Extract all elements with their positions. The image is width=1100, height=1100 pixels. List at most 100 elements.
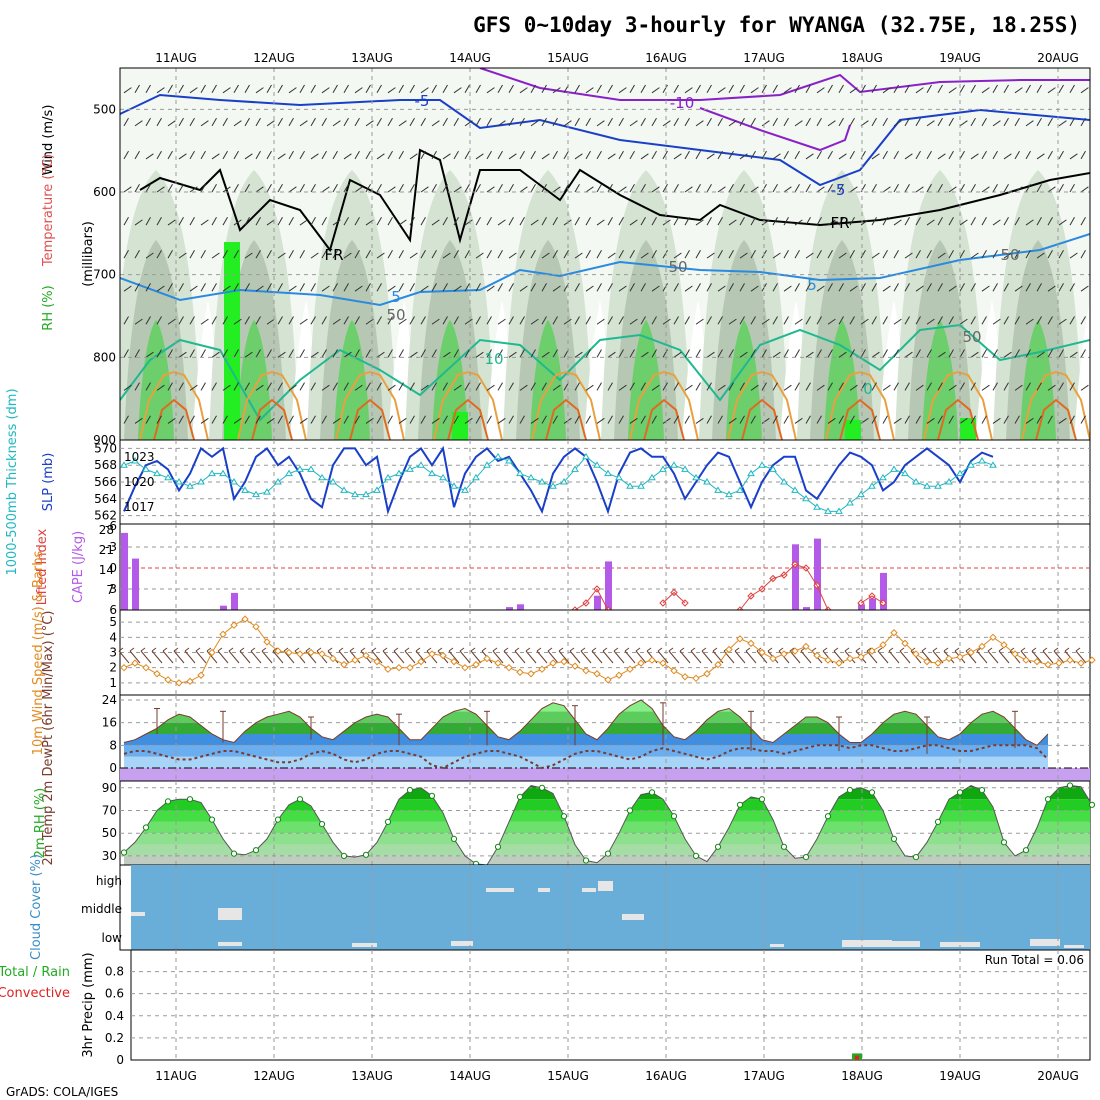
wind-barb bbox=[574, 252, 583, 259]
wind-barb bbox=[574, 117, 580, 127]
rh-point bbox=[648, 789, 656, 796]
wind-barb bbox=[893, 283, 899, 292]
wind-barb bbox=[948, 87, 957, 94]
wind-barb bbox=[354, 186, 363, 193]
wind-barb bbox=[409, 153, 418, 160]
wind-barb bbox=[321, 117, 327, 127]
wind-barb bbox=[959, 120, 968, 127]
thickness-point bbox=[637, 482, 645, 489]
axis-tick-label: 600 bbox=[93, 185, 116, 199]
wind-barb bbox=[332, 417, 341, 424]
wind-barb bbox=[717, 117, 723, 127]
thickness-point bbox=[285, 469, 293, 477]
wind-barb bbox=[145, 415, 151, 424]
wind-barb bbox=[805, 252, 814, 259]
wind-barb bbox=[805, 415, 811, 424]
axis-tick-label: 570 bbox=[94, 441, 117, 455]
cloud-panel: high middle low Cloud Cover (%) bbox=[29, 854, 1091, 960]
upper-air-legend: Wind (m/s)Temperature (°C) RH (%) bbox=[41, 105, 56, 331]
wind-barb bbox=[486, 316, 492, 325]
wind-barb bbox=[1014, 349, 1020, 358]
wind-barb bbox=[574, 84, 580, 94]
wind-barb bbox=[629, 150, 635, 160]
axis-tick-label: 70 bbox=[102, 804, 117, 818]
surface-wind-barb bbox=[393, 650, 405, 664]
wind-barb bbox=[321, 87, 330, 94]
wind-barb bbox=[1036, 217, 1042, 226]
wind-barb bbox=[123, 150, 129, 160]
wind-barb bbox=[673, 117, 679, 127]
wind-barb bbox=[673, 217, 679, 226]
wind-speed-point bbox=[890, 629, 898, 637]
warm-contour bbox=[629, 370, 699, 440]
wind-barb bbox=[365, 120, 374, 127]
wind-barb bbox=[420, 186, 429, 193]
rh-point bbox=[494, 843, 502, 850]
wind-barb bbox=[640, 382, 646, 391]
wind-barb bbox=[552, 150, 558, 160]
wind-barb bbox=[728, 349, 734, 358]
wind-barb bbox=[1058, 150, 1064, 160]
wind-barb bbox=[607, 252, 616, 259]
wind-barb bbox=[288, 316, 294, 325]
wind-barb bbox=[706, 217, 712, 226]
wind-barb bbox=[387, 150, 393, 160]
wind-barb bbox=[750, 384, 759, 391]
wind-barb bbox=[189, 384, 198, 391]
thickness-point bbox=[681, 465, 689, 472]
wind-barb bbox=[926, 382, 932, 391]
wind-barb bbox=[145, 217, 151, 226]
wind-speed-point bbox=[791, 647, 799, 655]
wind-barb bbox=[717, 349, 723, 358]
wind-barb bbox=[739, 84, 745, 94]
wind-barb bbox=[1036, 316, 1042, 325]
wind-barb bbox=[563, 318, 572, 325]
wind-barb bbox=[178, 283, 184, 292]
wind-barb bbox=[948, 316, 954, 325]
bottom-date-label: 13AUG bbox=[351, 1069, 393, 1083]
top-date-label: 17AUG bbox=[743, 51, 785, 65]
wind-barb bbox=[508, 117, 514, 127]
wind-barb bbox=[563, 150, 569, 160]
precip-axis-label: 3hr Precip (mm) bbox=[81, 952, 96, 1057]
wind-barb bbox=[651, 117, 657, 127]
wind-barb bbox=[189, 349, 195, 358]
wind-barb bbox=[464, 250, 470, 259]
surface-wind-barb bbox=[701, 647, 707, 652]
wind-barb bbox=[695, 219, 704, 226]
wind-barb bbox=[596, 349, 602, 358]
thickness-point bbox=[626, 482, 634, 489]
upper-air-panel: -5 -10 -5 5 5 10 0 FR FR 50 50 50 50 500 600 700 800 900… bbox=[41, 67, 1091, 447]
wind-barb bbox=[200, 382, 206, 391]
wind-barb bbox=[871, 252, 880, 259]
wind-barb bbox=[145, 283, 151, 292]
wind-barb bbox=[1058, 120, 1067, 127]
wind-barb bbox=[915, 415, 921, 424]
wind-barb bbox=[574, 153, 583, 160]
thickness-point bbox=[615, 473, 623, 481]
wind-barb bbox=[618, 415, 624, 424]
surface-wind-barb bbox=[261, 647, 267, 652]
wind-barb bbox=[321, 415, 327, 424]
wind-barb bbox=[420, 217, 426, 226]
wind-barb bbox=[761, 120, 770, 127]
wind-barb bbox=[552, 285, 561, 292]
wind-barb bbox=[684, 384, 693, 391]
wind-barb bbox=[453, 150, 459, 160]
surface-wind-barb bbox=[217, 647, 223, 652]
thickness-point bbox=[923, 482, 931, 489]
wind-barb bbox=[926, 120, 935, 127]
wind-barb bbox=[420, 349, 426, 358]
surface-wind-barb bbox=[140, 647, 146, 652]
rh-point bbox=[428, 792, 436, 799]
wind-barb bbox=[244, 382, 250, 391]
wind-speed-point bbox=[362, 651, 370, 660]
wind-barb bbox=[651, 415, 657, 424]
wind-barb bbox=[200, 183, 206, 193]
wind-barb bbox=[695, 84, 701, 94]
plus5-contour bbox=[120, 233, 1090, 307]
wind-barb bbox=[761, 382, 767, 391]
thickness-point bbox=[857, 490, 865, 498]
wind-barb bbox=[1069, 153, 1078, 160]
